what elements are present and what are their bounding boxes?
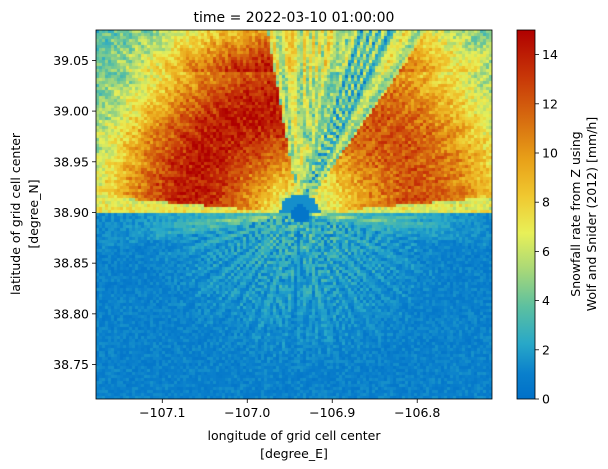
chart-title: time = 2022-03-10 01:00:00 [194,10,395,26]
colorbar-tick-label: 0 [542,392,550,407]
x-tick-label: −106.9 [309,405,355,420]
x-axis-label-line-2: [degree_E] [260,446,328,461]
y-tick-label: 39.05 [53,53,89,68]
colorbar-label-line-1: Snowfall rate from Z using [568,131,583,296]
colorbar-tick-label: 14 [542,47,558,62]
x-axis-label-line-1: longitude of grid cell center [207,428,381,443]
y-tick-label: 38.80 [53,306,89,321]
colorbar-frame [516,29,536,400]
colorbar-tick-label: 4 [542,293,550,308]
colorbar-tick-label: 12 [542,96,558,111]
x-axis: −107.1 −107.0 −106.9 −106.8 [139,399,440,420]
colorbar-tick-label: 8 [542,195,550,210]
colorbar-gradient [517,30,535,399]
y-tick-label: 39.00 [53,104,89,119]
colorbar-tick-label: 2 [542,342,550,357]
y-tick-label: 38.90 [53,205,89,220]
plot-frame [95,29,493,400]
colorbar: 0 2 4 6 8 10 12 14 Snowfall rate from Z using W… [516,29,599,407]
y-tick-label: 38.85 [53,256,89,271]
colorbar-tick-label: 6 [542,244,550,259]
x-tick-label: −106.8 [394,405,440,420]
plot-area [95,29,493,400]
y-tick-label: 38.75 [53,357,89,372]
x-tick-label: −107.0 [224,405,270,420]
colorbar-tick-label: 10 [542,146,558,161]
y-axis: 38.75 38.80 38.85 38.90 38.95 39.00 39.05 [53,53,96,372]
colorbar-ticks: 0 2 4 6 8 10 12 14 [535,47,558,407]
y-axis-label-line-1: latitude of grid cell center [8,132,23,295]
y-tick-label: 38.95 [53,154,89,169]
colorbar-label-line-2: Wolf and Snider (2012) [mm/h] [584,117,599,311]
x-tick-label: −107.1 [139,405,185,420]
y-axis-label-line-2: [degree_N] [26,179,41,248]
